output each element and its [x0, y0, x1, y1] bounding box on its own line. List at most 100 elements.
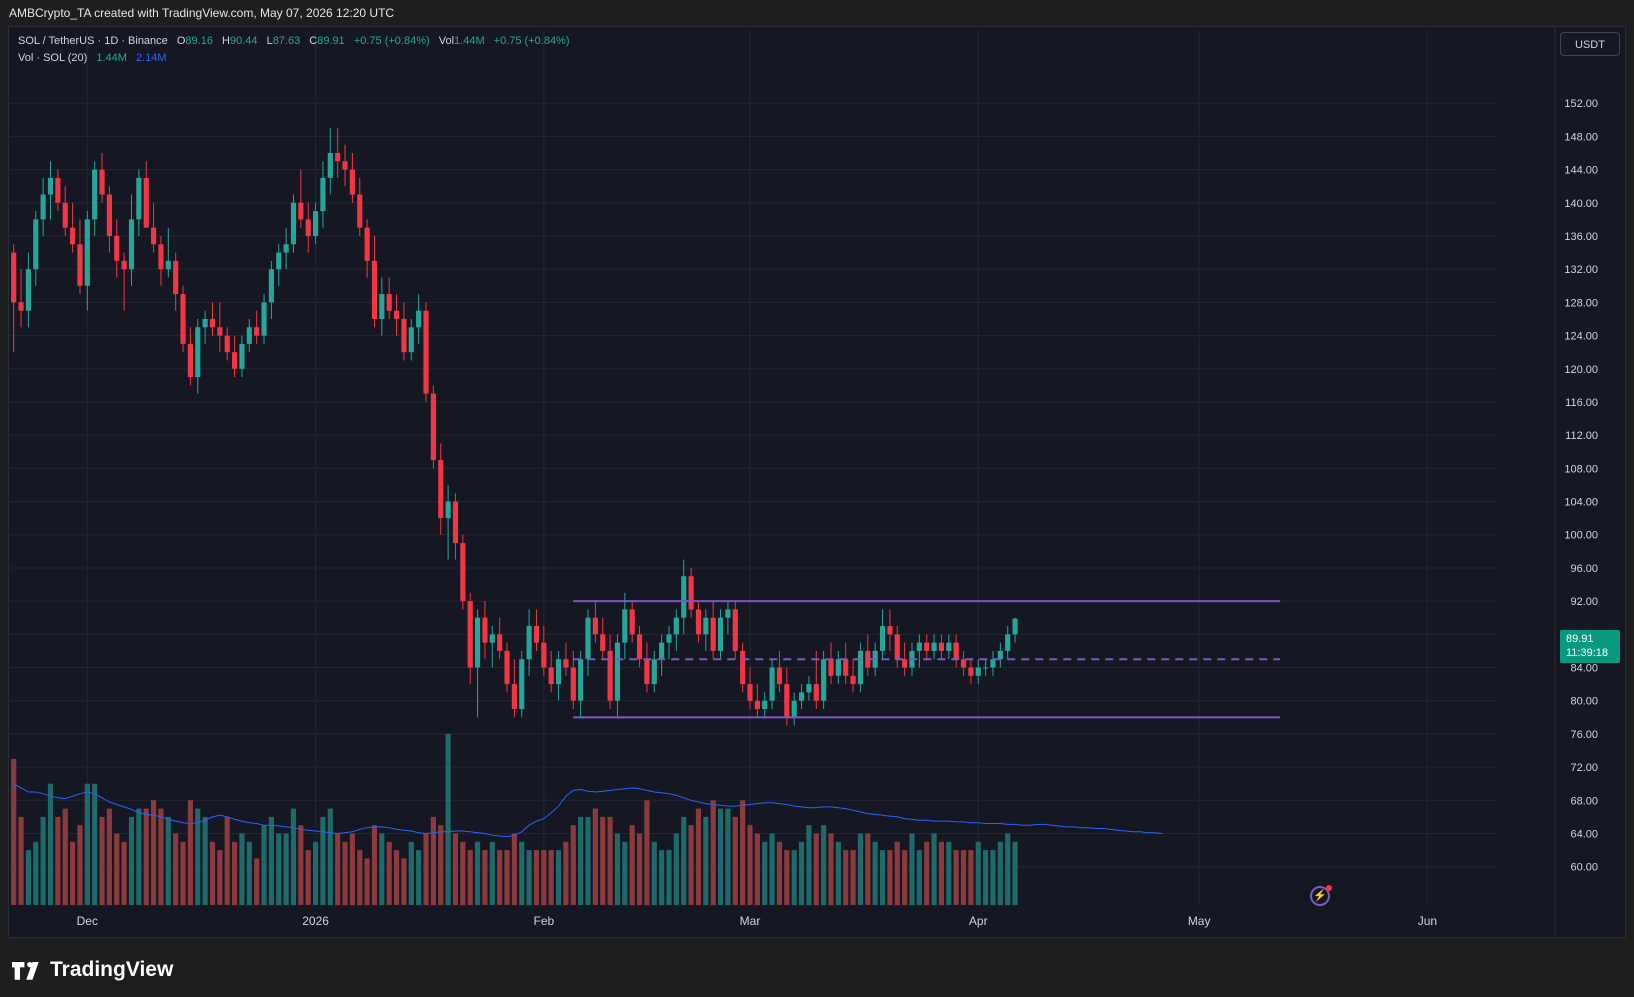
volume-bar — [732, 816, 738, 905]
candle-body — [740, 650, 746, 685]
candle-body — [636, 634, 643, 660]
candle — [33, 211, 39, 286]
tradingview-logo[interactable]: TradingView — [12, 955, 173, 985]
volume-bar — [371, 825, 378, 905]
candle — [158, 235, 164, 286]
candle — [379, 277, 385, 336]
candle — [968, 659, 974, 685]
candle-body — [195, 327, 201, 378]
volume-bar — [673, 833, 679, 905]
candle-body — [438, 460, 444, 519]
candle-body — [504, 650, 510, 685]
volume-bar — [106, 808, 112, 905]
lightning-icon[interactable]: ⚡ — [1310, 885, 1332, 906]
volume-bar — [578, 816, 584, 905]
volume-bar — [202, 816, 208, 905]
candle-body — [18, 302, 24, 311]
volume-bar — [725, 808, 731, 905]
candle — [232, 335, 238, 378]
currency-button[interactable]: USDT — [1560, 32, 1620, 56]
volume-bar — [276, 833, 282, 905]
volume-bar — [533, 850, 540, 905]
volume-bar — [401, 858, 407, 905]
symbol-legend: SOL / TetherUS · 1D · Binance O89.16 H90… — [18, 35, 570, 47]
price-tick-label: 148.00 — [1564, 131, 1598, 143]
candle — [276, 244, 282, 286]
volume-bar — [806, 825, 812, 905]
candle-body — [165, 260, 171, 270]
volume-bar — [592, 808, 598, 905]
candle-body — [106, 194, 112, 236]
candle-body — [570, 667, 576, 701]
candle-body — [960, 659, 967, 668]
open-label: O — [176, 35, 186, 47]
price-axis: 60.0064.0068.0072.0076.0080.0084.0088.00… — [1554, 27, 1598, 935]
volume-bar — [747, 825, 753, 905]
volume-bar — [349, 833, 355, 905]
candle — [563, 642, 569, 676]
volume-bar — [622, 841, 628, 905]
low-label: L — [266, 35, 273, 47]
price-tick-label: 152.00 — [1564, 98, 1598, 110]
candle-body — [47, 177, 54, 195]
volume-bar — [114, 833, 120, 905]
candle — [747, 667, 753, 710]
volume-bar — [224, 816, 230, 905]
volume-bar — [563, 841, 569, 905]
volume-bar — [570, 825, 576, 905]
volume-bar — [84, 783, 90, 905]
candle-body — [821, 659, 827, 701]
candle-body — [128, 219, 135, 270]
candle — [106, 186, 112, 253]
volume-bar — [290, 808, 297, 905]
candle-body — [762, 700, 768, 710]
price-tick-label: 128.00 — [1564, 297, 1598, 309]
candle-body — [798, 692, 805, 701]
candle — [688, 567, 694, 618]
candle — [938, 634, 945, 660]
candle — [165, 227, 171, 278]
volume-bar — [798, 841, 805, 905]
candle — [916, 634, 922, 668]
volume-bar — [423, 833, 429, 905]
candle-body — [784, 684, 790, 718]
price-tick-label: 120.00 — [1564, 364, 1598, 376]
candle-body — [843, 659, 849, 676]
candle-body — [519, 659, 525, 710]
volume-bar — [335, 833, 341, 905]
volume-bar — [445, 733, 451, 905]
candle-body — [305, 219, 311, 236]
candle-body — [695, 609, 702, 635]
candle-body — [143, 177, 149, 228]
candle — [99, 152, 105, 203]
candle — [195, 318, 201, 394]
volume-bar — [894, 841, 900, 905]
candle-body — [460, 543, 466, 602]
chart-frame[interactable] — [8, 26, 1626, 938]
volume-bar — [644, 800, 650, 905]
volume-bar — [416, 850, 422, 905]
close-value: 89.91 — [317, 35, 345, 47]
close-label: C — [309, 35, 318, 47]
candle-body — [232, 352, 238, 369]
volume-bar — [173, 833, 179, 905]
candle-body — [474, 617, 481, 668]
candle-body — [828, 659, 834, 676]
price-tick-label: 132.00 — [1564, 264, 1598, 276]
volume-bar — [710, 800, 716, 905]
candle — [710, 601, 716, 660]
range-box — [573, 600, 1281, 719]
candle — [467, 592, 473, 685]
candle — [298, 169, 304, 228]
candle — [18, 269, 24, 328]
volume-bar — [180, 841, 186, 905]
candle — [261, 294, 267, 344]
candle-body — [114, 235, 120, 261]
bar-countdown: 11:39:18 — [1566, 647, 1609, 659]
candle — [894, 626, 900, 668]
candle — [997, 642, 1003, 668]
volume-bar — [25, 850, 31, 905]
candle-body — [497, 634, 503, 651]
candle — [732, 601, 738, 660]
